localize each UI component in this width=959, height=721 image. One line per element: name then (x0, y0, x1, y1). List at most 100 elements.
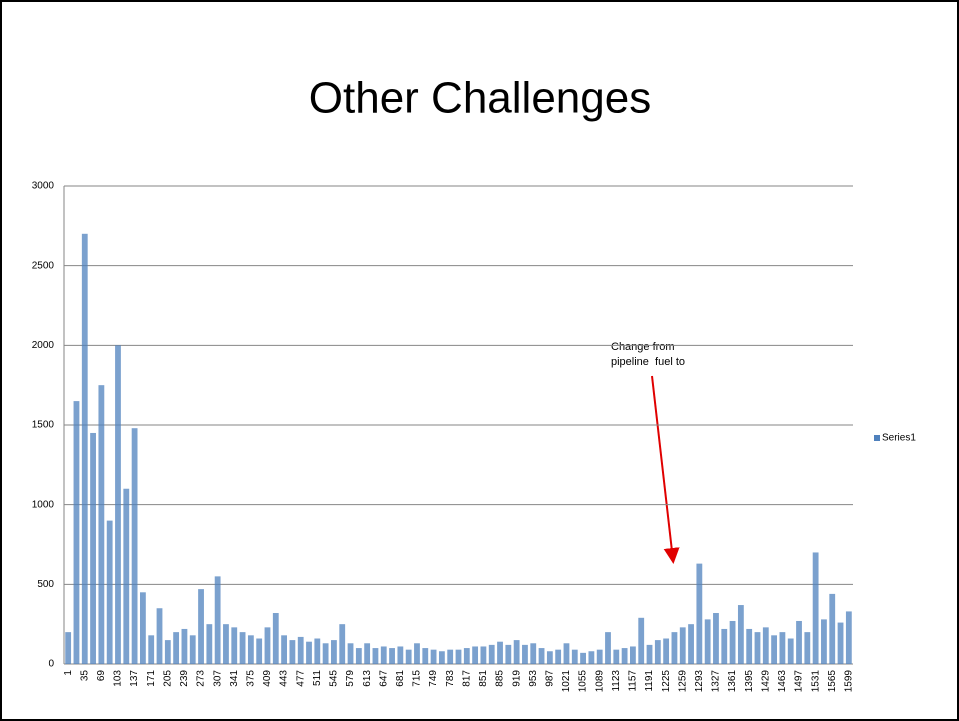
bar (264, 627, 271, 664)
bar (256, 638, 263, 664)
x-tick-label: 1225 (661, 670, 672, 693)
x-tick-label: 273 (196, 670, 207, 687)
x-tick-label: 171 (146, 670, 157, 687)
bar (438, 651, 445, 664)
bar (497, 641, 503, 664)
bar (812, 552, 819, 664)
bar (139, 592, 146, 664)
x-tick-label: 919 (511, 670, 522, 687)
bar (779, 632, 786, 664)
bar (430, 649, 437, 664)
x-tick-label: 511 (312, 670, 323, 686)
bar (455, 649, 462, 664)
annotation-arrow (651, 375, 680, 564)
bar (530, 643, 537, 664)
y-tick-label: 500 (37, 579, 54, 590)
bar (339, 624, 346, 664)
bar (189, 635, 196, 664)
bar (422, 648, 429, 664)
bar (472, 646, 479, 664)
bar (314, 638, 321, 664)
bar (106, 520, 113, 664)
x-tick-label: 1327 (711, 670, 722, 693)
x-tick-label: 953 (528, 670, 539, 687)
bar (123, 488, 130, 664)
bar (646, 644, 653, 664)
bar (115, 345, 121, 664)
bar (804, 632, 811, 664)
bar (729, 620, 736, 664)
bar (538, 648, 545, 664)
x-tick-label: 715 (412, 670, 423, 687)
x-tick-label: 1021 (561, 670, 572, 693)
x-tick-label: 1599 (843, 670, 854, 693)
y-tick-label: 0 (48, 659, 54, 670)
x-tick-label: 681 (395, 670, 406, 687)
bar (671, 632, 678, 664)
bar (272, 613, 279, 664)
bar (837, 622, 844, 664)
bar (214, 576, 221, 664)
bar (746, 628, 753, 664)
bar (164, 640, 171, 664)
bar (563, 643, 570, 664)
x-tick-label: 103 (113, 670, 124, 687)
x-tick-label: 375 (246, 670, 257, 687)
bar (845, 611, 852, 664)
x-tick-label: 1293 (694, 670, 705, 693)
y-tick-label: 1500 (32, 420, 55, 431)
bar (414, 643, 420, 664)
bar (522, 644, 528, 664)
bar (663, 638, 670, 664)
bar (546, 651, 553, 664)
x-tick-label: 1089 (594, 670, 605, 693)
x-tick-label: 1565 (827, 670, 838, 693)
x-tick-label: 851 (478, 670, 489, 687)
bar (289, 640, 296, 664)
bar (704, 619, 711, 664)
y-tick-label: 2500 (32, 260, 55, 271)
y-tick-label: 2000 (32, 340, 55, 351)
bar (331, 640, 337, 664)
bar (713, 613, 719, 664)
x-tick-label: 647 (378, 670, 389, 687)
bar (173, 632, 180, 664)
bar (198, 589, 204, 664)
x-tick-label: 783 (445, 670, 456, 687)
bar (447, 649, 454, 664)
bar (355, 648, 362, 664)
bar (613, 649, 620, 664)
bar (821, 619, 827, 664)
bar (513, 640, 520, 664)
x-tick-label: 35 (79, 670, 90, 682)
bar (389, 648, 395, 664)
bar (98, 385, 105, 664)
bar (281, 635, 287, 664)
bar (247, 635, 254, 664)
bar (596, 649, 603, 664)
bar (696, 563, 703, 664)
x-tick-label: 239 (179, 670, 190, 687)
x-tick-label: 579 (345, 670, 356, 687)
x-tick-label: 1191 (644, 670, 655, 692)
bar (397, 646, 404, 664)
bar (688, 624, 694, 664)
bar (81, 233, 88, 665)
bar (829, 593, 836, 664)
bar (621, 648, 628, 664)
bar (364, 643, 371, 664)
bar (380, 646, 387, 664)
bar (239, 632, 246, 664)
bar (65, 632, 72, 664)
bar (605, 632, 611, 664)
x-tick-label: 987 (544, 670, 555, 687)
x-tick-label: 1259 (677, 670, 688, 693)
bar (463, 648, 470, 664)
bar (131, 428, 138, 664)
x-tick-label: 1157 (628, 670, 639, 692)
x-tick-label: 749 (428, 670, 439, 687)
bar (322, 643, 329, 664)
bar (372, 648, 379, 664)
x-tick-label: 307 (212, 670, 223, 687)
x-tick-label: 1463 (777, 670, 788, 693)
